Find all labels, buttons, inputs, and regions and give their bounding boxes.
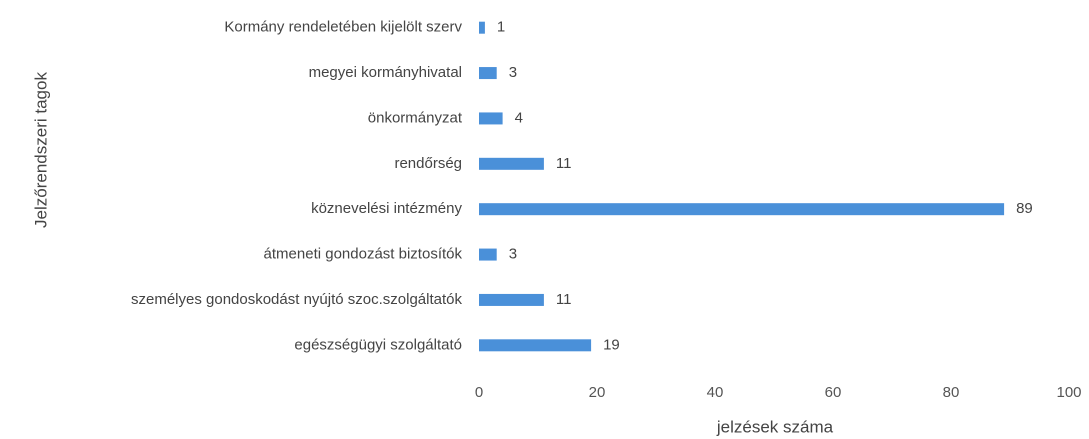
y-tick-label: önkormányzat xyxy=(368,109,463,126)
y-axis-title: Jelzőrendszeri tagok xyxy=(31,72,50,228)
y-tick-label: személyes gondoskodást nyújtó szoc.szolg… xyxy=(131,291,463,308)
y-tick-label: megyei kormányhivatal xyxy=(309,64,462,81)
data-label: 19 xyxy=(603,336,620,353)
bar xyxy=(479,339,592,352)
data-label: 89 xyxy=(1016,200,1033,217)
x-tick-label: 40 xyxy=(707,384,724,401)
data-label: 3 xyxy=(509,64,517,81)
data-label: 11 xyxy=(556,155,572,172)
x-tick-label: 0 xyxy=(475,384,483,401)
data-label: 1 xyxy=(497,19,505,36)
y-tick-label: egészségügyi szolgáltató xyxy=(294,336,462,353)
data-label: 11 xyxy=(556,291,572,308)
data-label: 4 xyxy=(515,109,523,126)
x-tick-label: 80 xyxy=(943,384,960,401)
y-tick-label: köznevelési intézmény xyxy=(311,200,462,217)
y-tick-label: rendőrség xyxy=(394,155,462,172)
x-axis-title: jelzések száma xyxy=(716,417,834,436)
bar xyxy=(479,157,544,170)
x-tick-label: 100 xyxy=(1056,384,1081,401)
y-tick-label: Kormány rendeletében kijelölt szerv xyxy=(224,19,462,36)
bar xyxy=(479,112,503,125)
bar xyxy=(479,21,485,34)
x-tick-label: 20 xyxy=(589,384,606,401)
bar xyxy=(479,293,544,306)
bar xyxy=(479,67,497,80)
bar xyxy=(479,248,497,261)
bar xyxy=(479,203,1005,216)
data-label: 3 xyxy=(509,246,517,263)
x-tick-label: 60 xyxy=(825,384,842,401)
y-tick-label: átmeneti gondozást biztosítók xyxy=(264,246,463,263)
